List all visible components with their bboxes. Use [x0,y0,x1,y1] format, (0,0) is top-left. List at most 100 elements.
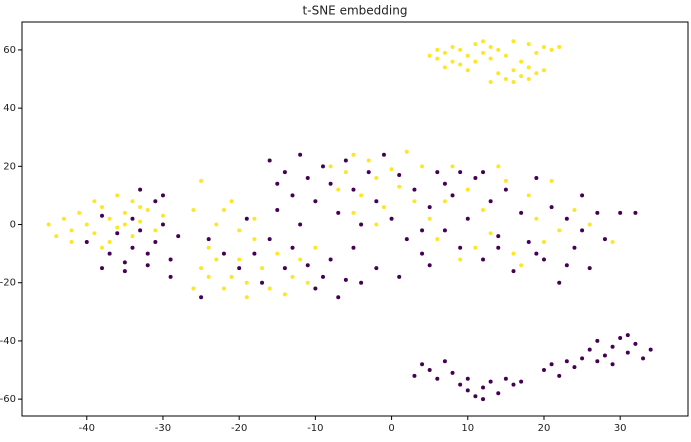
point [343,170,348,175]
point [534,71,539,76]
point [488,231,493,236]
point [237,257,242,262]
point [374,266,379,271]
y-tick-label: 20 [3,161,16,172]
point [305,280,310,285]
point [275,207,280,212]
point [534,251,539,256]
point [511,79,516,84]
point [282,292,287,297]
point [519,210,524,215]
point [488,199,493,204]
point [412,199,417,204]
point [290,193,295,198]
point [374,222,379,227]
point [465,53,470,58]
point [427,368,432,373]
point [641,356,646,361]
point [427,216,432,221]
point [488,45,493,50]
point [244,295,249,300]
point [92,199,97,204]
point [214,257,219,262]
point [92,231,97,236]
point [389,167,394,172]
point [374,199,379,204]
point [549,178,554,183]
point [481,50,486,55]
point [107,216,112,221]
point [138,219,143,224]
point [138,205,143,210]
point [633,210,638,215]
y-tick-label: 40 [3,103,16,114]
point [633,341,638,346]
point [450,370,455,375]
point [115,225,120,230]
point [519,379,524,384]
point [229,199,234,204]
x-tick-label: 10 [461,423,474,434]
point [305,263,310,268]
point [252,251,257,256]
point [557,280,562,285]
point [320,274,325,279]
point [465,376,470,381]
point [526,42,531,47]
point [351,245,356,250]
point [366,170,371,175]
point [412,187,417,192]
point [313,286,318,291]
point [397,184,402,189]
x-tick-label: -30 [155,423,171,434]
point [160,193,165,198]
point [153,228,158,233]
point [549,47,554,52]
point [541,257,546,262]
point [381,152,386,157]
point [519,59,524,64]
y-tick-label: -40 [0,336,16,347]
x-tick-label: 30 [614,423,627,434]
point [580,356,585,361]
point [534,216,539,221]
point [564,263,569,268]
point [511,68,516,73]
point [100,205,105,210]
point [595,359,600,364]
point [381,205,386,210]
point [267,237,272,242]
point [511,269,516,274]
point [107,251,112,256]
x-tick-label: -40 [79,423,95,434]
point [206,274,211,279]
point [420,251,425,256]
point [252,216,257,221]
point [290,245,295,250]
point [511,382,516,387]
point [168,274,173,279]
point [359,280,364,285]
point [481,170,486,175]
point [625,333,630,338]
point [84,239,89,244]
point [458,257,463,262]
point [153,199,158,204]
point [473,42,478,47]
point [359,193,364,198]
point [435,47,440,52]
point [534,50,539,55]
point [595,210,600,215]
point [488,379,493,384]
point [496,71,501,76]
point [580,193,585,198]
point [435,376,440,381]
point [557,373,562,378]
point [534,175,539,180]
point [397,173,402,178]
point [473,59,478,64]
point [541,45,546,50]
chart-title: t-SNE embedding [303,4,408,18]
point [496,164,501,169]
point [107,239,112,244]
